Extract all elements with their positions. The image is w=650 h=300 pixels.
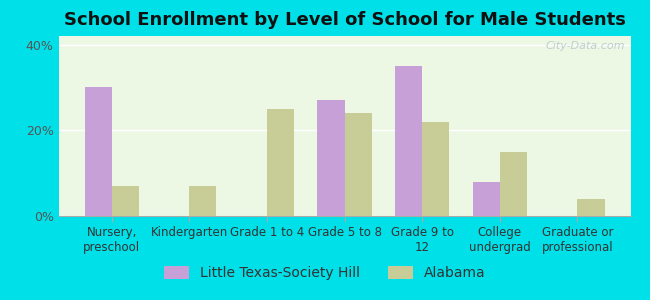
Bar <box>317 100 344 216</box>
Bar <box>189 186 216 216</box>
Text: City-Data.com: City-Data.com <box>545 41 625 51</box>
Bar <box>473 182 500 216</box>
Bar <box>344 113 372 216</box>
Bar <box>577 199 605 216</box>
Bar <box>395 66 422 216</box>
Title: School Enrollment by Level of School for Male Students: School Enrollment by Level of School for… <box>64 11 625 29</box>
Bar <box>422 122 449 216</box>
Bar <box>267 109 294 216</box>
Legend: Little Texas-Society Hill, Alabama: Little Texas-Society Hill, Alabama <box>157 259 493 287</box>
Bar <box>112 186 139 216</box>
Bar <box>84 87 112 216</box>
Bar <box>500 152 527 216</box>
